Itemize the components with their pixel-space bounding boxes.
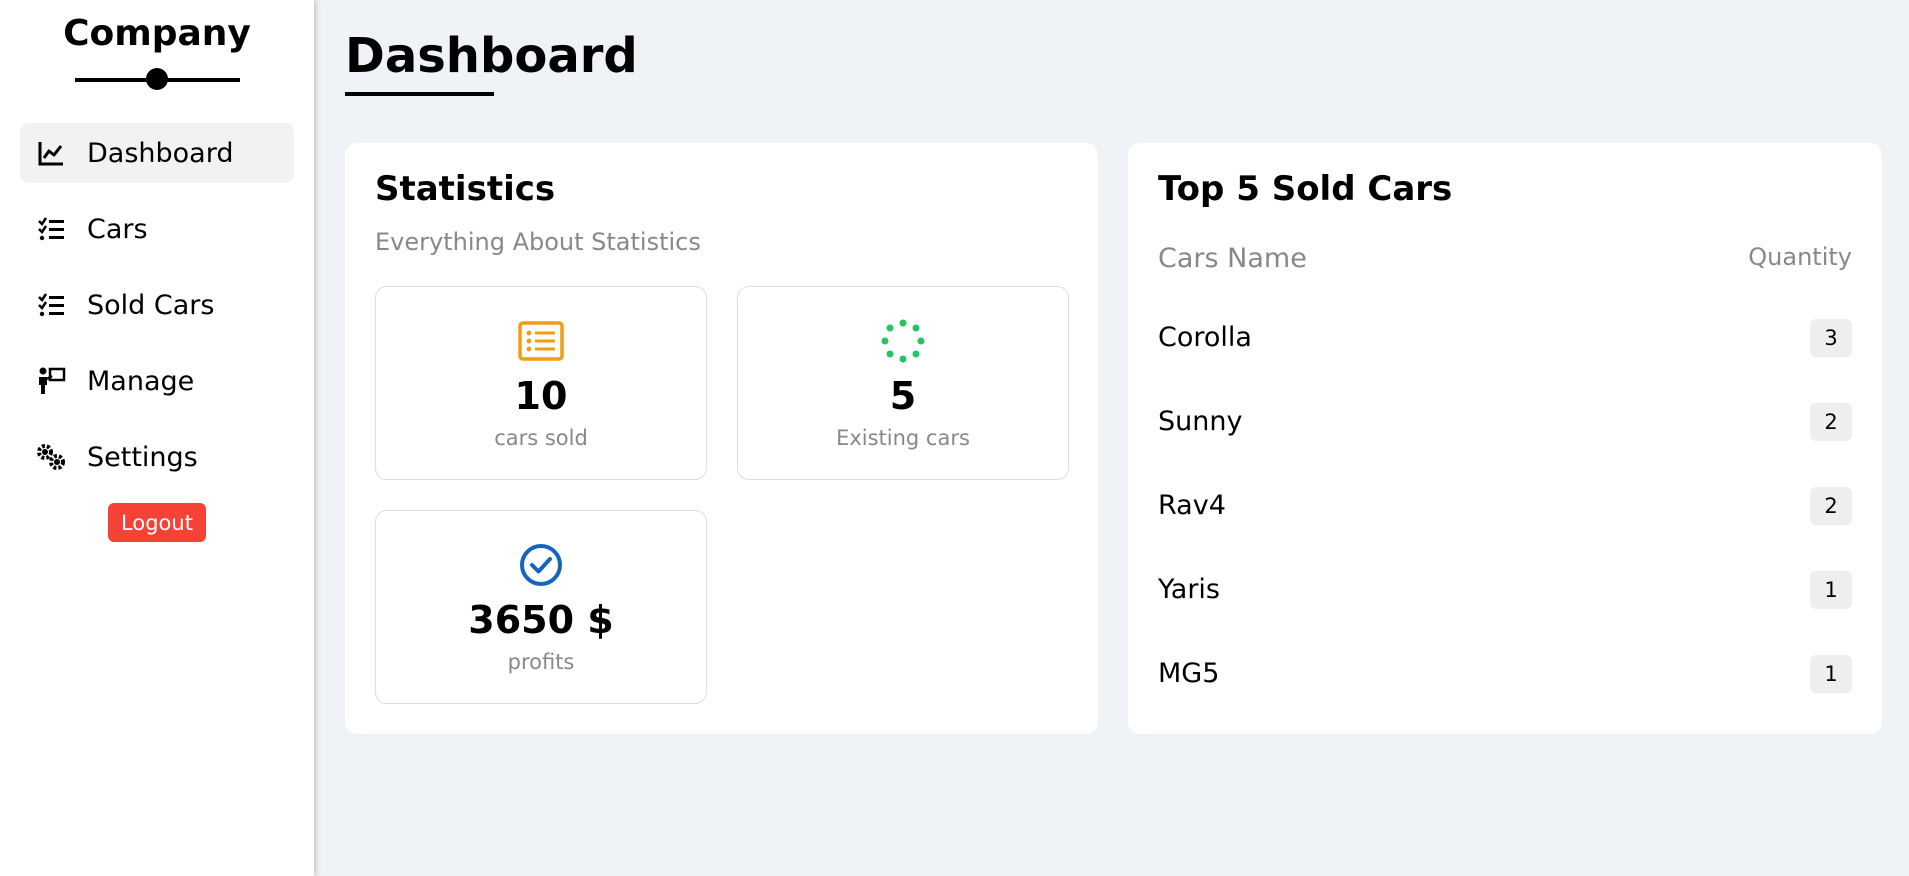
statistics-panel: Statistics Everything About Statistics 1…: [345, 143, 1098, 734]
statistics-subtitle: Everything About Statistics: [375, 228, 701, 256]
stat-card-cars-sold: 10 cars sold: [375, 286, 707, 480]
list-item: Sunny 2: [1158, 402, 1852, 442]
sidebar-item-settings[interactable]: Settings: [20, 427, 294, 487]
car-name: Yaris: [1158, 574, 1220, 605]
list-item: MG5 1: [1158, 654, 1852, 694]
sidebar-item-dashboard[interactable]: Dashboard: [20, 123, 294, 183]
list-check-icon: [35, 213, 67, 245]
list-item: Corolla 3: [1158, 318, 1852, 358]
gears-icon: [35, 441, 67, 473]
top-sold-title: Top 5 Sold Cars: [1158, 169, 1453, 209]
brand-divider-dot: [146, 68, 168, 90]
sidebar-item-label: Cars: [87, 213, 148, 245]
page-title-underline: [345, 92, 494, 96]
check-circle-icon: [517, 541, 565, 589]
sidebar-item-cars[interactable]: Cars: [20, 199, 294, 259]
quantity-badge: 3: [1810, 319, 1852, 357]
top-sold-panel: Top 5 Sold Cars Cars Name Quantity Corol…: [1128, 143, 1882, 734]
main-content: Dashboard Statistics Everything About St…: [314, 0, 1909, 876]
stat-label: profits: [507, 650, 575, 674]
brand-title: Company: [63, 13, 251, 54]
quantity-badge: 2: [1810, 487, 1852, 525]
stat-value: 10: [514, 374, 568, 418]
logout-button[interactable]: Logout: [108, 503, 206, 542]
sidebar-item-label: Sold Cars: [87, 289, 215, 321]
sidebar: Company Dashboard Cars Sold Cars Manage: [0, 0, 314, 876]
stat-value: 3650 $: [468, 598, 614, 642]
column-header-quantity: Quantity: [1748, 243, 1852, 271]
sidebar-item-label: Dashboard: [87, 137, 234, 169]
stat-label: cars sold: [494, 426, 588, 450]
list-check-icon: [35, 289, 67, 321]
list-item: Rav4 2: [1158, 486, 1852, 526]
car-name: Rav4: [1158, 490, 1226, 521]
stat-card-profits: 3650 $ profits: [375, 510, 707, 704]
stat-value: 5: [889, 374, 917, 418]
quantity-badge: 2: [1810, 403, 1852, 441]
chart-line-icon: [35, 137, 67, 169]
stat-card-existing-cars: 5 Existing cars: [737, 286, 1069, 480]
page-title: Dashboard: [345, 28, 638, 84]
person-board-icon: [35, 365, 67, 397]
car-name: Sunny: [1158, 406, 1243, 437]
quantity-badge: 1: [1810, 655, 1852, 693]
list-alt-icon: [517, 317, 565, 365]
stat-label: Existing cars: [836, 426, 970, 450]
statistics-title: Statistics: [375, 169, 556, 209]
column-header-car-name: Cars Name: [1158, 243, 1307, 274]
sidebar-item-label: Settings: [87, 441, 198, 473]
sidebar-item-sold-cars[interactable]: Sold Cars: [20, 275, 294, 335]
car-name: Corolla: [1158, 322, 1252, 353]
sidebar-nav: Dashboard Cars Sold Cars Manage Settings: [0, 123, 314, 487]
spinner-dots-icon: [879, 317, 927, 365]
quantity-badge: 1: [1810, 571, 1852, 609]
brand-divider: [74, 68, 240, 90]
car-name: MG5: [1158, 658, 1220, 689]
sidebar-item-manage[interactable]: Manage: [20, 351, 294, 411]
sidebar-item-label: Manage: [87, 365, 195, 397]
list-item: Yaris 1: [1158, 570, 1852, 610]
